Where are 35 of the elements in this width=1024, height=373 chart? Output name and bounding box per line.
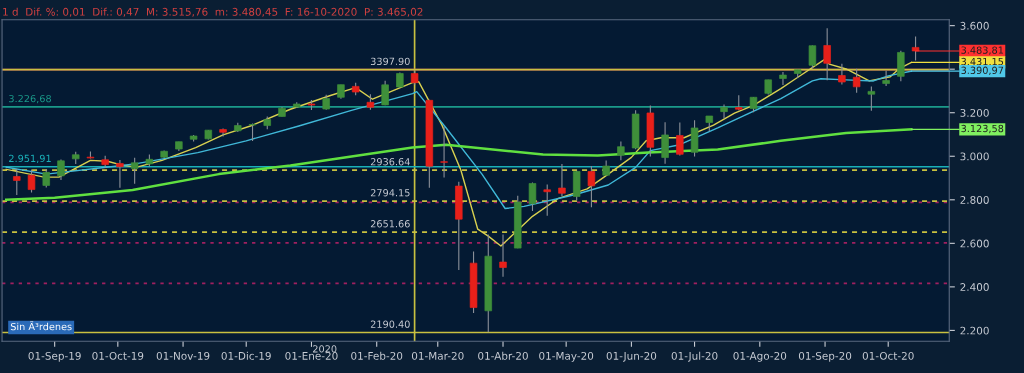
ref-line-label: 2936.64 (370, 158, 410, 166)
y-tick-label: 2.200 (960, 326, 989, 335)
x-tick-label: 01-Jun-20 (606, 351, 657, 362)
y-tick-label: 2.600 (960, 239, 989, 248)
x-tick-label: 01-Dic-19 (221, 351, 271, 360)
ref-line-label: 2651.66 (370, 220, 410, 228)
x-tick-label: 01-Oct-20 (862, 351, 914, 360)
annotation: Sin Ã³rdenes (10, 321, 72, 331)
x-tick-label: 01-Ene-20 (285, 351, 338, 360)
y-tick-label: 2.400 (960, 283, 989, 291)
x-tick-label: 01-Mar-20 (411, 351, 464, 360)
x-tick-label: 01-May-20 (539, 351, 594, 362)
ref-line-label: 2190.40 (370, 320, 410, 328)
x-tick-label: 01-Feb-20 (351, 351, 403, 360)
y-tick-label: 3.200 (960, 108, 989, 117)
x-tick-label: 01-Nov-19 (156, 351, 210, 360)
y-tick-label: 2.800 (960, 196, 989, 204)
text: 2020 (313, 345, 337, 353)
x-tick-label: 01-Sep-20 (798, 351, 852, 362)
annotation: 3.390,97 (961, 66, 1004, 75)
chart-title: 1 d Dif. %: 0,01 Dif.: 0,47 M: 3.515,76 m: 3.480,45 F: 16-10-2020 P: 3.465,02 (3, 7, 423, 17)
ref-line-label: 2.951,91 (9, 154, 51, 164)
y-tick-label: 3.600 (960, 21, 989, 30)
y-tick-label: 3.000 (960, 152, 989, 161)
annotation: 3.483,81 (961, 46, 1004, 55)
x-tick-label: 01-Jul-20 (671, 351, 718, 362)
ref-line-label: 3397.90 (370, 57, 410, 65)
x-tick-label: 01-Oct-19 (92, 351, 144, 360)
x-tick-label: 01-Sep-19 (28, 351, 81, 362)
x-tick-label: 01-Abr-20 (478, 351, 528, 360)
ref-line-label: 2794.15 (370, 189, 410, 197)
x-tick-label: 01-Ago-20 (733, 351, 787, 362)
ref-line-label: 3.226,68 (9, 94, 51, 104)
annotation: 3.123,58 (961, 124, 1004, 134)
annotation: 3.431,15 (961, 57, 1004, 67)
